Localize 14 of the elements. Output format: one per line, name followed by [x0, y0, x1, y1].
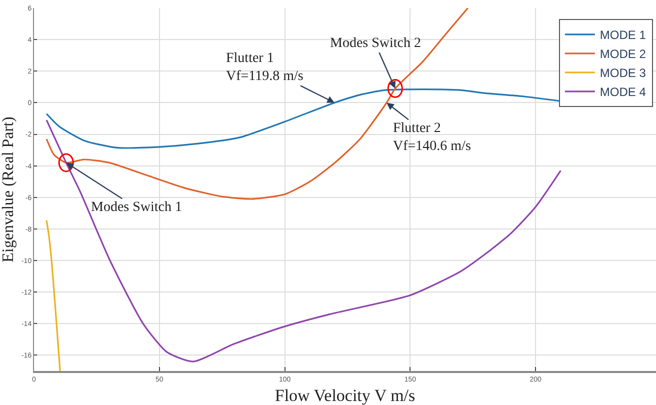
x-axis-title: Flow Velocity V m/s	[274, 386, 416, 405]
legend-label: MODE 1	[600, 28, 646, 42]
legend-label: MODE 2	[600, 47, 646, 62]
line-series	[46, 8, 469, 200]
legend-label: MODE 3	[600, 66, 646, 80]
annotation: Modes Switch 1	[91, 200, 182, 215]
annotation: Flutter 1 Vf=119.8 m/s	[226, 51, 304, 84]
legend-label: MODE 4	[600, 85, 646, 100]
line-series	[46, 88, 562, 149]
annotation: Modes Switch 2	[330, 36, 421, 51]
y-axis-title: Eigenvalue (Real Part)	[0, 116, 17, 262]
line-series	[46, 219, 61, 371]
line-series	[46, 119, 562, 362]
annotation: Flutter 2 Vf=140.6 m/s	[393, 121, 471, 154]
